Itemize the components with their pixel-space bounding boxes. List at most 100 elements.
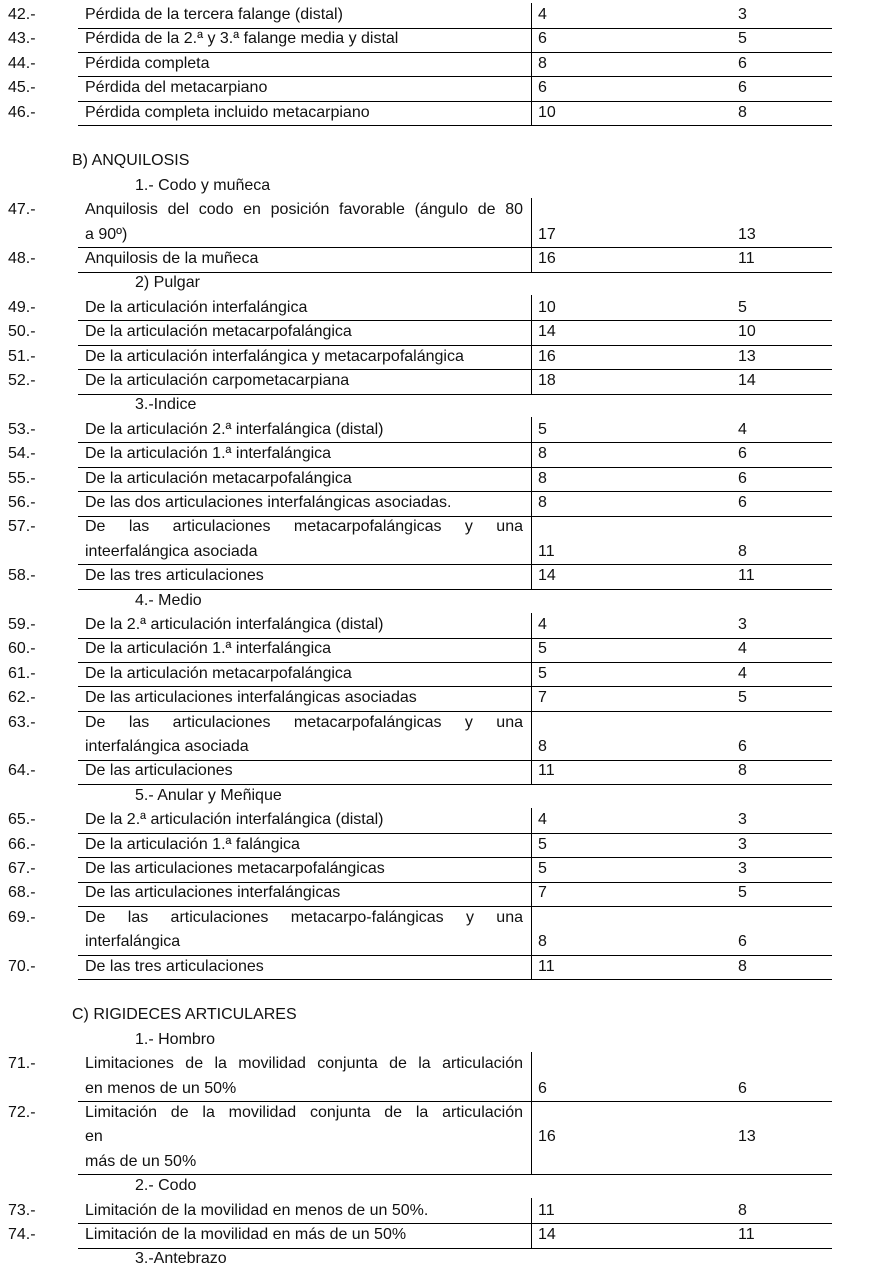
- value-col2: 13: [738, 225, 756, 243]
- value-col1: 18: [538, 372, 556, 389]
- column-divider: [531, 490, 532, 516]
- column-divider: [531, 368, 532, 394]
- value-col1: 5: [538, 664, 547, 682]
- item-description: Pérdida de la tercera falange (distal): [85, 6, 343, 23]
- column-divider: [531, 1100, 532, 1175]
- subsection-heading: 4.- Medio: [135, 591, 202, 609]
- item-description: Limitaciones de la movilidad conjunta de…: [85, 1055, 523, 1073]
- column-divider: [531, 26, 532, 52]
- value-col1: 11: [538, 762, 555, 780]
- row-rule: [78, 1223, 832, 1225]
- row-rule: [78, 954, 832, 956]
- value-col2: 6: [738, 738, 747, 755]
- row-rule: [78, 905, 832, 907]
- row-rule: [78, 466, 832, 468]
- row-rule: [78, 271, 832, 273]
- row-rule: [78, 442, 832, 444]
- value-col1: 5: [538, 860, 547, 877]
- item-description: De las articulaciones metacarpofalángica…: [85, 713, 523, 731]
- column-divider: [531, 856, 532, 882]
- row-rule: [78, 979, 832, 981]
- row-rule: [78, 369, 832, 371]
- item-description: De la articulación 1.ª interfalángica: [85, 445, 332, 463]
- value-col1: 8: [538, 445, 547, 463]
- value-col1: 8: [538, 469, 547, 487]
- column-divider: [531, 710, 532, 760]
- item-number: 44.-: [8, 54, 36, 72]
- item-number: 49.-: [8, 298, 36, 316]
- item-description: De la articulación 1.ª falángica: [85, 835, 300, 853]
- row-rule: [78, 393, 832, 395]
- value-col2: 8: [738, 1201, 747, 1219]
- row-rule: [78, 759, 832, 761]
- column-divider: [531, 954, 532, 980]
- column-divider: [531, 2, 532, 28]
- item-number: 68.-: [8, 884, 36, 902]
- subsection-heading: 2) Pulgar: [135, 274, 200, 292]
- item-description: Pérdida de la 2.ª y 3.ª falange media y …: [85, 30, 399, 48]
- value-col2: 3: [738, 835, 747, 853]
- column-divider: [531, 319, 532, 345]
- column-divider: [531, 661, 532, 687]
- row-rule: [78, 76, 832, 78]
- item-number: 43.-: [8, 30, 36, 48]
- value-col2: 8: [738, 957, 747, 975]
- item-description: Limitación de la movilidad conjunta de l…: [85, 1104, 523, 1121]
- item-description: De las tres articulaciones: [85, 567, 264, 585]
- item-number: 55.-: [8, 469, 36, 487]
- item-number: 71.-: [8, 1055, 36, 1073]
- item-description: De las tres articulaciones: [85, 957, 264, 975]
- row-rule: [78, 881, 832, 883]
- column-divider: [531, 758, 532, 784]
- value-col1: 11: [538, 957, 555, 975]
- value-col1: 5: [538, 640, 547, 658]
- value-col2: 6: [738, 1079, 747, 1097]
- item-number: 59.-: [8, 616, 36, 633]
- value-col2: 8: [738, 762, 747, 780]
- row-rule: [78, 564, 832, 566]
- item-description: De la 2.ª articulación interfalángica (d…: [85, 616, 384, 633]
- item-description: más de un 50%: [85, 1152, 197, 1170]
- item-description: en: [85, 1128, 103, 1146]
- row-rule: [78, 344, 832, 346]
- column-divider: [531, 563, 532, 589]
- value-col1: 14: [538, 1226, 556, 1243]
- column-divider: [531, 100, 532, 126]
- section-heading: C) RIGIDECES ARTICULARES: [72, 1006, 297, 1024]
- value-col1: 8: [538, 738, 547, 755]
- item-number: 60.-: [8, 640, 36, 658]
- value-col2: 11: [738, 1226, 755, 1243]
- row-rule: [78, 320, 832, 322]
- row-rule: [78, 515, 832, 517]
- row-rule: [78, 247, 832, 249]
- item-description: Pérdida completa incluido metacarpiano: [85, 103, 370, 121]
- item-description: interfalángica: [85, 933, 181, 951]
- item-number: 74.-: [8, 1226, 36, 1243]
- item-number: 47.-: [8, 201, 36, 219]
- row-rule: [78, 857, 832, 859]
- item-description: De las articulaciones metacarpofalángica…: [85, 860, 385, 877]
- item-description: De la articulación 2.ª interfalángica (d…: [85, 420, 384, 438]
- item-number: 57.-: [8, 518, 36, 536]
- item-description: Limitación de la movilidad en menos de u…: [85, 1201, 429, 1219]
- value-col2: 3: [738, 811, 747, 829]
- value-col2: 13: [738, 347, 756, 365]
- value-col1: 7: [538, 689, 547, 707]
- value-col1: 5: [538, 835, 547, 853]
- value-col1: 16: [538, 250, 556, 267]
- item-number: 62.-: [8, 689, 36, 707]
- item-description: De las articulaciones interfalángicas: [85, 884, 341, 902]
- value-col2: 5: [738, 689, 747, 707]
- value-col1: 17: [538, 225, 556, 243]
- item-description: De las articulaciones: [85, 762, 233, 780]
- value-col2: 5: [738, 30, 747, 48]
- item-number: 52.-: [8, 372, 36, 389]
- row-rule: [78, 637, 832, 639]
- value-col2: 6: [738, 494, 747, 511]
- value-col1: 4: [538, 616, 547, 633]
- column-divider: [531, 905, 532, 955]
- item-number: 63.-: [8, 713, 36, 731]
- value-col1: 10: [538, 298, 556, 316]
- value-col1: 14: [538, 567, 556, 585]
- column-divider: [531, 246, 532, 272]
